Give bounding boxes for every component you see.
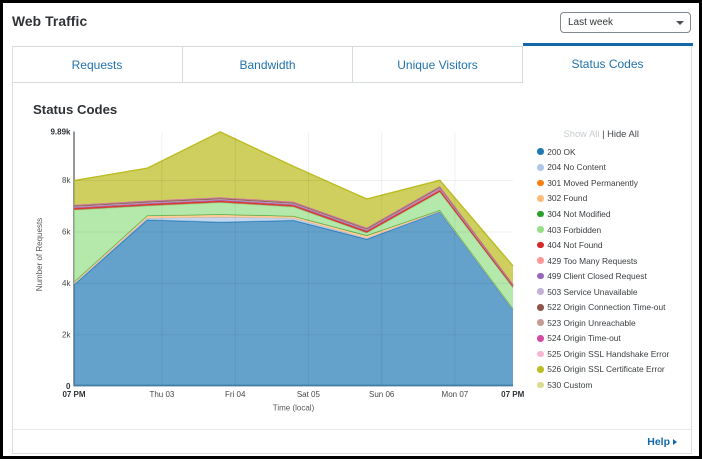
svg-text:Fri 04: Fri 04 [225,390,246,399]
svg-text:Thu 03: Thu 03 [149,390,174,399]
svg-text:4k: 4k [62,279,71,288]
svg-text:8k: 8k [62,176,71,185]
svg-text:07 PM: 07 PM [62,390,85,399]
svg-text:Sat 05: Sat 05 [297,390,321,399]
svg-text:07 PM: 07 PM [501,390,524,399]
svg-text:9.89k: 9.89k [50,128,71,137]
svg-text:6k: 6k [62,228,71,237]
svg-text:0: 0 [66,382,71,391]
svg-text:2k: 2k [62,331,71,340]
svg-text:Mon 07: Mon 07 [442,390,469,399]
svg-text:Number of Requests: Number of Requests [35,218,44,291]
svg-text:Sun 06: Sun 06 [369,390,395,399]
svg-text:Time (local): Time (local) [273,404,315,413]
